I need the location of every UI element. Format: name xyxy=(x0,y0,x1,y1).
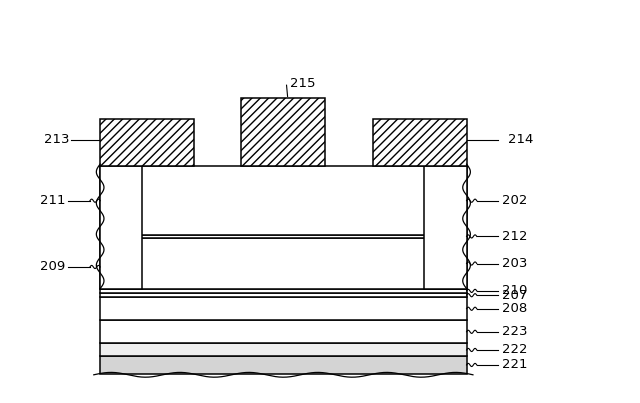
Bar xyxy=(100,118,193,166)
Bar xyxy=(100,238,467,289)
Bar xyxy=(241,98,326,166)
Bar xyxy=(100,235,467,238)
Bar xyxy=(100,293,467,297)
Text: 202: 202 xyxy=(502,194,527,207)
Text: 210: 210 xyxy=(502,285,527,297)
Bar xyxy=(100,166,142,289)
Text: 208: 208 xyxy=(502,302,527,315)
Bar xyxy=(373,118,467,166)
Bar xyxy=(100,166,467,235)
Bar xyxy=(100,356,467,374)
Text: 221: 221 xyxy=(502,358,527,372)
Text: 215: 215 xyxy=(290,77,316,90)
Text: 203: 203 xyxy=(502,257,527,270)
Text: 223: 223 xyxy=(502,325,527,338)
Text: 222: 222 xyxy=(502,343,527,357)
Bar xyxy=(100,297,467,320)
Text: 214: 214 xyxy=(508,133,533,146)
Text: 209: 209 xyxy=(40,260,65,274)
Text: 213: 213 xyxy=(44,133,70,146)
Text: 211: 211 xyxy=(40,194,65,207)
Bar xyxy=(100,343,467,356)
Bar xyxy=(100,289,467,293)
Text: 212: 212 xyxy=(502,230,527,243)
Bar xyxy=(100,320,467,343)
Text: 207: 207 xyxy=(502,289,527,302)
Bar xyxy=(424,166,467,289)
